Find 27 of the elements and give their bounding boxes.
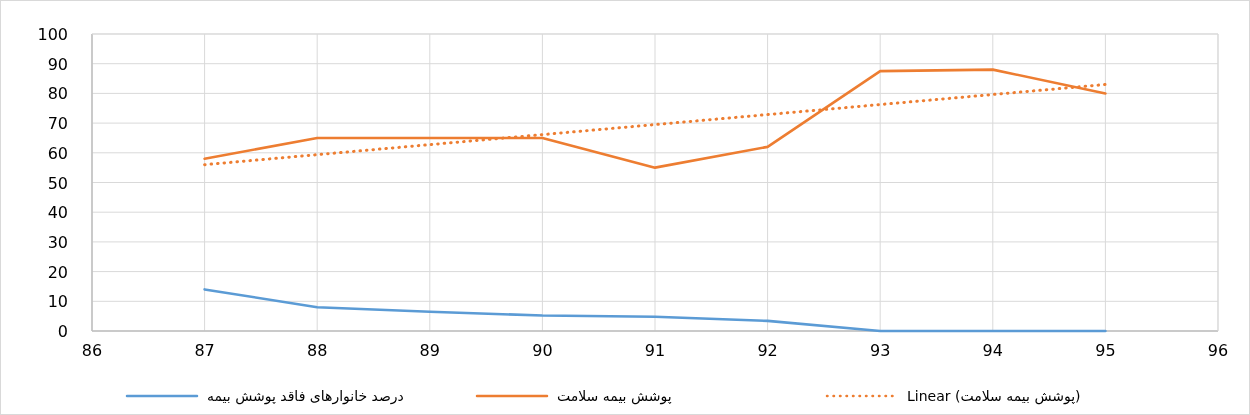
line-series [203,288,1107,333]
x-tick-label: 89 [419,341,440,360]
y-tick-label: 0 [57,322,68,341]
line-series [203,68,1107,169]
x-tick-label: 86 [81,341,103,360]
y-tick-label: 90 [47,54,68,74]
x-tick-label: 95 [1095,341,1116,360]
legend-label: درصد خانوارهای فاقد پوشش بیمه [207,388,404,405]
legend-label: پوشش بیمه سلامت [557,388,672,405]
y-tick-label: 30 [47,232,68,252]
y-tick-label: 70 [47,114,68,134]
y-tick-label: 80 [47,84,68,104]
x-tick-label: 88 [307,341,328,360]
y-tick-label: 40 [47,203,68,223]
x-tick-label: 90 [532,341,553,360]
y-tick-label: 50 [47,173,68,193]
y-tick-label: 100 [37,25,68,44]
x-tick-label: 93 [870,341,891,360]
y-tick-label: 10 [47,292,68,312]
y-tick-label: 20 [47,262,68,282]
x-tick-label: 91 [644,341,666,360]
x-tick-label: 96 [1207,341,1229,360]
x-tick-label: 94 [982,341,1003,360]
x-tick-label: 87 [194,341,215,360]
legend-label: Linear (پوشش بیمه سلامت) [907,388,1081,405]
x-tick-label: 92 [757,341,778,360]
y-tick-label: 60 [47,143,68,163]
